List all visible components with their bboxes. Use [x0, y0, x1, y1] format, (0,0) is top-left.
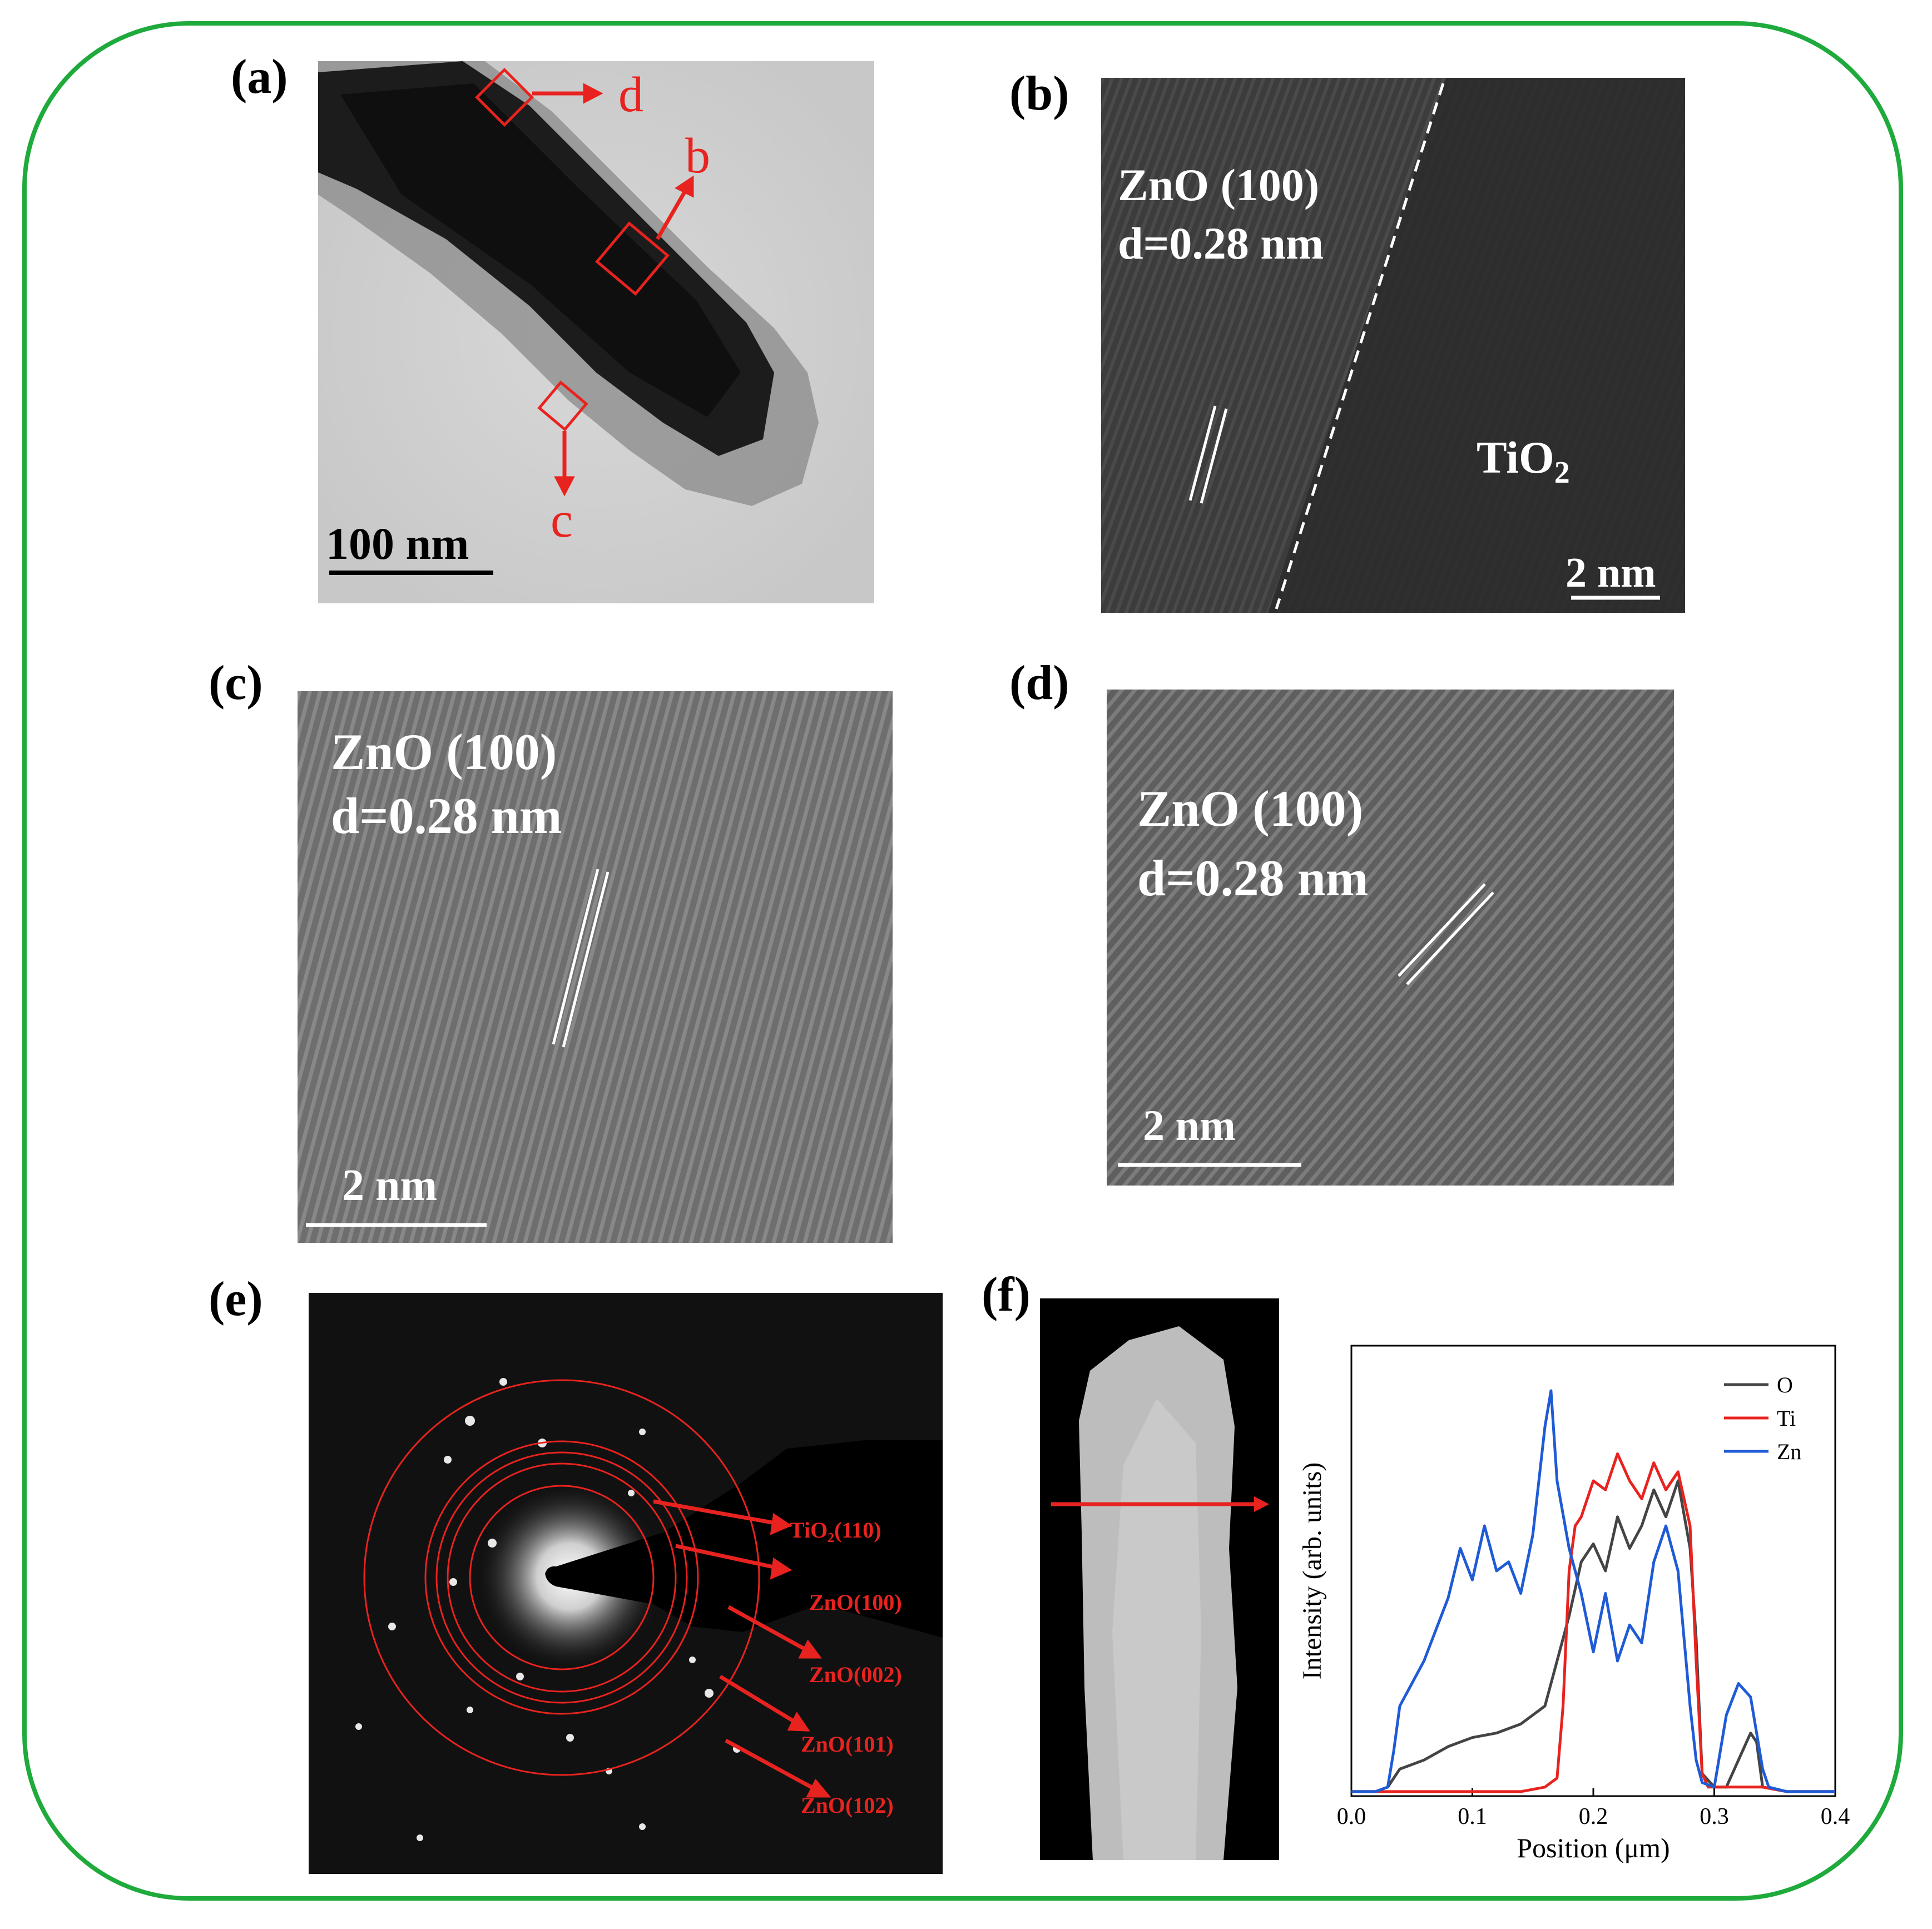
marker-b: b: [685, 128, 710, 184]
d-spacing-label-b: d=0.28 nm: [1118, 218, 1324, 269]
legend-label-zn: Zn: [1777, 1439, 1801, 1464]
panel-b-hrtem-image: ZnO (100) d=0.28 nm TiO2 2 nm: [1101, 78, 1685, 613]
figure-frame: [22, 21, 1903, 1901]
scale-bar-label-c: 2 nm: [342, 1161, 437, 1210]
x-tick-label: 0.2: [1579, 1804, 1608, 1829]
panel-label-f: (f): [982, 1268, 1031, 1322]
plot-area: [1350, 1345, 1836, 1797]
phase-label-tio2: TiO2: [1477, 432, 1570, 490]
d-spacing-label-c: d=0.28 nm: [331, 787, 562, 844]
ring-label-zno-100: ZnO(100): [809, 1590, 902, 1615]
marker-d: d: [618, 67, 643, 122]
legend-label-ti: Ti: [1777, 1406, 1796, 1431]
series-line-zn: [1351, 1389, 1835, 1793]
ring-label-zno-102: ZnO(102): [801, 1793, 894, 1818]
panel-f-haadf-image: [1040, 1298, 1279, 1860]
ring-label-zno-101: ZnO(101): [801, 1732, 894, 1757]
legend-label-o: O: [1777, 1372, 1793, 1397]
y-axis-label: Intensity (arb. units): [1297, 1462, 1327, 1680]
series-line-ti: [1351, 1452, 1835, 1793]
panel-label-d: (d): [1009, 656, 1069, 710]
ring-label-tio2-110: TiO₂(110): [790, 1518, 881, 1543]
panel-e-saed-pattern: TiO₂(110) ZnO(100) ZnO(002) ZnO(101) ZnO…: [309, 1293, 943, 1874]
ring-label-zno-002: ZnO(002): [809, 1662, 902, 1687]
plane-label-b: ZnO (100): [1118, 160, 1319, 210]
scale-bar-label-a: 100 nm: [326, 518, 469, 569]
x-tick-label: 0.0: [1337, 1804, 1366, 1829]
scale-bar-label-d: 2 nm: [1143, 1101, 1236, 1149]
eds-linescan-chart: 0.0 0.1 0.2 0.3 0.4 O Ti Zn Position (μm) Inte…: [1285, 1312, 1874, 1868]
panel-label-e: (e): [209, 1272, 263, 1326]
d-spacing-label-d: d=0.28 nm: [1137, 850, 1368, 906]
panel-a-tem-image: d b c 100 nm: [318, 61, 874, 603]
plane-label-d: ZnO (100): [1137, 780, 1363, 837]
marker-c: c: [551, 493, 573, 548]
plane-label-c: ZnO (100): [331, 723, 557, 780]
scale-bar-label-b: 2 nm: [1566, 549, 1656, 596]
interface-line: [1275, 83, 1445, 609]
x-tick-label: 0.4: [1821, 1804, 1850, 1829]
x-tick-label: 0.1: [1458, 1804, 1487, 1829]
panel-label-b: (b): [1009, 67, 1069, 121]
x-tick-label: 0.3: [1700, 1804, 1729, 1829]
panel-c-hrtem-image: ZnO (100) d=0.28 nm 2 nm: [298, 691, 893, 1243]
panel-d-hrtem-image: ZnO (100) d=0.28 nm 2 nm: [1107, 690, 1674, 1186]
panel-label-a: (a): [231, 50, 288, 104]
panel-label-c: (c): [209, 656, 263, 710]
series-line-o: [1351, 1479, 1835, 1793]
x-axis-label: Position (μm): [1517, 1832, 1670, 1863]
